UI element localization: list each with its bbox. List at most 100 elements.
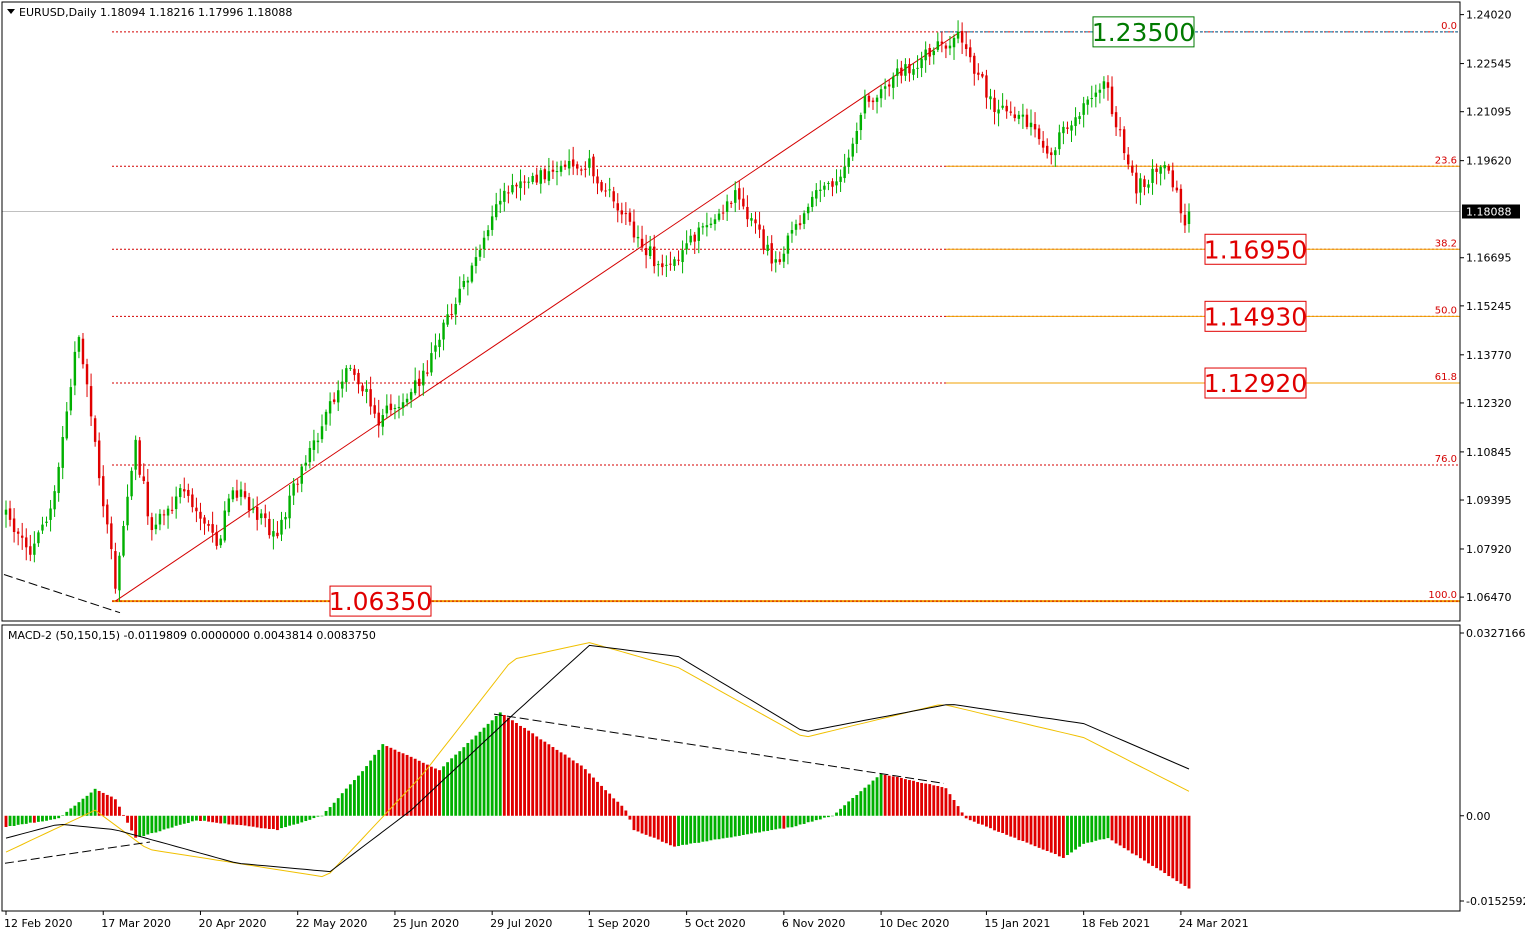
macd-histogram-bar	[1134, 815, 1138, 856]
candle	[754, 211, 757, 234]
candle	[223, 501, 226, 543]
macd-histogram-bar	[883, 774, 887, 816]
candle	[580, 167, 583, 176]
macd-histogram-bar	[851, 797, 855, 816]
macd-histogram-bar	[393, 749, 397, 816]
candle	[126, 484, 129, 531]
candle-body	[531, 175, 534, 182]
candle-body	[519, 181, 522, 189]
candle-body	[312, 440, 316, 450]
candle	[470, 262, 474, 284]
candle-body	[369, 389, 372, 407]
macd-histogram-bar	[697, 815, 701, 843]
candle	[37, 530, 40, 547]
candle-body	[555, 171, 559, 173]
candle-body	[916, 67, 919, 69]
macd-histogram-bar	[725, 815, 729, 838]
macd-histogram-bar	[559, 752, 563, 816]
candle	[1009, 101, 1012, 116]
candle-body	[458, 288, 461, 303]
candle-body	[503, 190, 506, 202]
macd-histogram-bar	[810, 815, 814, 822]
collapse-triangle-icon[interactable]	[7, 9, 15, 14]
price-tick-label: 1.09395	[1466, 494, 1512, 507]
candle	[705, 212, 709, 237]
candle-body	[620, 210, 624, 215]
candle	[130, 467, 133, 500]
candle	[1135, 164, 1138, 204]
price-label-box: 1.12920	[1204, 367, 1307, 399]
candle	[964, 31, 968, 57]
candle	[1106, 75, 1110, 101]
date-tick-label: 12 Feb 2020	[4, 917, 72, 930]
macd-histogram-bar	[863, 787, 867, 816]
candle	[511, 173, 514, 195]
candle-body	[952, 37, 956, 48]
candle-body	[134, 439, 137, 470]
candle	[551, 160, 555, 180]
macd-histogram-bar	[989, 815, 992, 829]
candle	[1163, 161, 1166, 180]
candle-body	[1147, 184, 1150, 188]
candle-body	[341, 381, 344, 389]
candle-body	[12, 518, 16, 533]
candle	[766, 235, 769, 256]
candle	[150, 512, 154, 541]
macd-histogram-bar	[28, 815, 32, 823]
candle-body	[1070, 125, 1073, 131]
macd-histogram-bar	[1053, 815, 1057, 855]
candle-body	[199, 511, 202, 519]
candle-body	[576, 164, 579, 169]
candle-body	[746, 206, 749, 220]
macd-histogram-bar	[1090, 815, 1094, 843]
candle-body	[130, 470, 133, 497]
candle-body	[446, 314, 449, 325]
candle	[187, 483, 190, 503]
candle	[912, 63, 915, 81]
macd-histogram-bar	[993, 815, 996, 831]
candle	[616, 193, 619, 223]
candle	[863, 89, 867, 119]
candle-body	[1151, 168, 1154, 183]
macd-histogram-bar	[628, 815, 632, 820]
macd-histogram-bar	[421, 762, 425, 816]
candle-body	[802, 213, 806, 224]
macd-histogram-bar	[304, 815, 308, 822]
price-label-box: 1.06350	[329, 585, 432, 617]
candle	[867, 93, 871, 108]
macd-histogram-bar	[843, 805, 847, 816]
macd-histogram-bar	[997, 815, 1001, 832]
macd-histogram-bar	[1179, 815, 1183, 884]
macd-histogram-bar	[596, 781, 599, 816]
candle	[1037, 124, 1041, 145]
candle	[454, 297, 457, 325]
candle-body	[632, 221, 636, 238]
candle-body	[571, 159, 575, 167]
candle-body	[114, 551, 117, 589]
macd-histogram-bar	[1151, 815, 1154, 866]
candle	[831, 178, 834, 197]
candle-body	[559, 165, 563, 172]
macd-histogram-bar	[652, 815, 656, 838]
candle	[823, 182, 826, 197]
candle	[462, 274, 466, 290]
candle	[612, 186, 615, 209]
candle	[401, 393, 405, 416]
macd-histogram-bar	[215, 815, 219, 823]
candle	[1187, 203, 1191, 233]
macd-histogram-bar	[920, 782, 924, 816]
price-box-label: 1.14930	[1204, 302, 1307, 331]
candle	[446, 304, 449, 327]
candle-body	[284, 516, 287, 520]
macd-histogram-bar	[486, 723, 490, 816]
candle-body	[438, 339, 441, 348]
candle	[608, 177, 611, 198]
candle	[952, 34, 956, 60]
macd-histogram-bar	[875, 777, 879, 816]
candle-body	[677, 259, 680, 261]
candle	[932, 47, 935, 65]
candle-body	[653, 246, 656, 267]
macd-histogram-bar	[243, 815, 247, 826]
candle-body	[871, 100, 875, 103]
price-tick-label: 1.24020	[1466, 9, 1512, 22]
